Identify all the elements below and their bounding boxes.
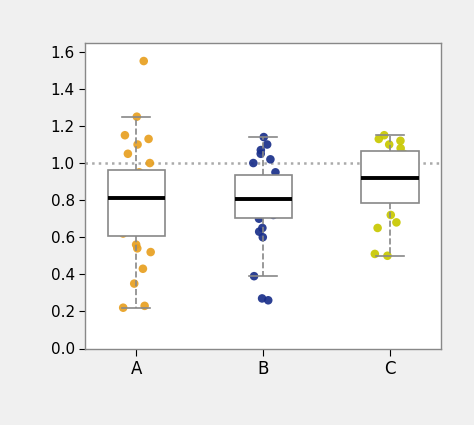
Point	[126, 193, 134, 200]
Point	[255, 215, 263, 222]
Point	[257, 147, 264, 153]
Point	[140, 58, 147, 65]
Point	[136, 169, 143, 176]
Point	[257, 150, 264, 157]
Point	[272, 169, 279, 176]
PathPatch shape	[362, 151, 419, 203]
Point	[147, 249, 155, 255]
Point	[258, 295, 266, 302]
Point	[260, 134, 267, 141]
Point	[400, 184, 408, 190]
Point	[392, 182, 400, 189]
Point	[132, 241, 140, 248]
Point	[258, 197, 265, 204]
Point	[255, 195, 263, 202]
Point	[385, 141, 393, 148]
Point	[134, 245, 141, 252]
Point	[133, 113, 141, 120]
Point	[383, 252, 391, 259]
Point	[264, 193, 272, 200]
Point	[401, 160, 408, 167]
Point	[249, 160, 257, 167]
Point	[387, 212, 394, 218]
Point	[371, 250, 379, 257]
Point	[131, 182, 138, 189]
Point	[134, 141, 141, 148]
Point	[392, 187, 400, 194]
Point	[255, 228, 263, 235]
Point	[138, 206, 146, 213]
Point	[267, 208, 275, 215]
Point	[124, 186, 131, 193]
Point	[119, 197, 127, 204]
Point	[130, 280, 138, 287]
Point	[146, 178, 153, 185]
Point	[119, 230, 127, 237]
Point	[255, 189, 263, 196]
Point	[145, 189, 152, 196]
Point	[142, 201, 149, 207]
Point	[264, 297, 272, 304]
Point	[145, 136, 152, 142]
Point	[253, 198, 260, 205]
Point	[256, 178, 264, 185]
Point	[381, 175, 388, 181]
Point	[400, 150, 407, 157]
Point	[397, 137, 404, 144]
Point	[378, 169, 386, 176]
PathPatch shape	[235, 175, 292, 218]
Point	[118, 175, 126, 181]
Point	[264, 141, 271, 148]
Point	[374, 224, 382, 231]
Point	[259, 224, 266, 231]
Point	[119, 304, 127, 311]
Point	[267, 156, 274, 163]
Point	[397, 145, 404, 152]
Point	[124, 150, 132, 157]
Point	[266, 182, 273, 189]
Point	[128, 198, 136, 205]
Point	[250, 273, 258, 280]
Point	[254, 204, 261, 211]
Point	[381, 132, 388, 139]
Point	[373, 178, 380, 185]
Point	[270, 212, 277, 218]
Point	[121, 132, 129, 139]
Point	[258, 186, 265, 193]
Point	[262, 201, 269, 207]
Point	[125, 219, 133, 226]
Point	[139, 265, 147, 272]
Point	[141, 303, 148, 309]
Point	[146, 160, 154, 167]
Point	[375, 136, 383, 142]
Point	[132, 212, 140, 218]
Point	[259, 234, 266, 241]
Point	[392, 219, 400, 226]
Point	[389, 173, 397, 179]
PathPatch shape	[108, 170, 164, 236]
